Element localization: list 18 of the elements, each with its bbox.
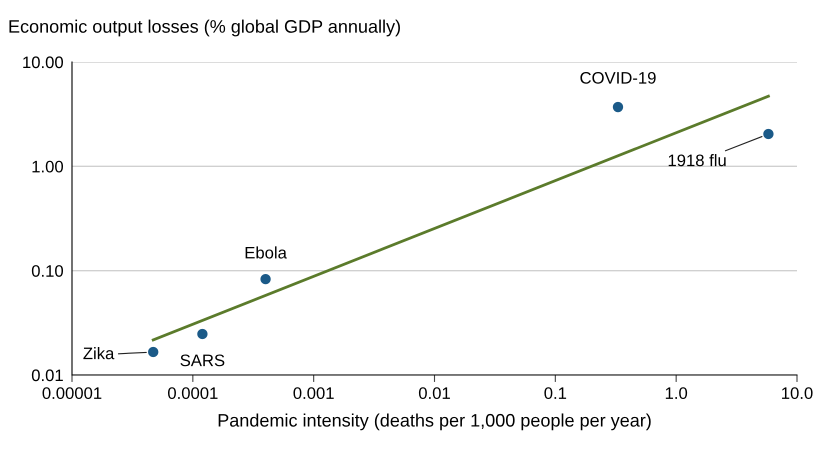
x-tick-label: 0.001: [293, 387, 334, 400]
x-tick-label: 0.1: [544, 387, 566, 400]
annotation: Ebola: [246, 246, 287, 259]
y-tick-label: 1.00: [32, 160, 64, 173]
annotation: SARS: [180, 354, 224, 366]
y-tick-label: 10.00: [23, 56, 64, 68]
y-tick-label: 0.01: [32, 369, 63, 382]
x-tick-label: 1.0: [666, 387, 688, 400]
annotation: COVID-19: [580, 72, 656, 84]
x-tick-label: 0.01: [418, 387, 450, 400]
annotation: Zika: [83, 347, 114, 360]
x-axis-title: Pandemic intensity (deaths per 1,000 people per year): [218, 413, 651, 430]
x-tick-label: 0.00001: [42, 387, 102, 400]
y-axis-title: Economic output losses (% global GDP annually): [9, 20, 400, 36]
x-tick-label: 10.0: [782, 387, 813, 400]
y-tick-label: 0.10: [32, 265, 64, 277]
annotation: 1918 flu: [668, 154, 726, 166]
x-tick-label: 0.0001: [168, 387, 218, 400]
